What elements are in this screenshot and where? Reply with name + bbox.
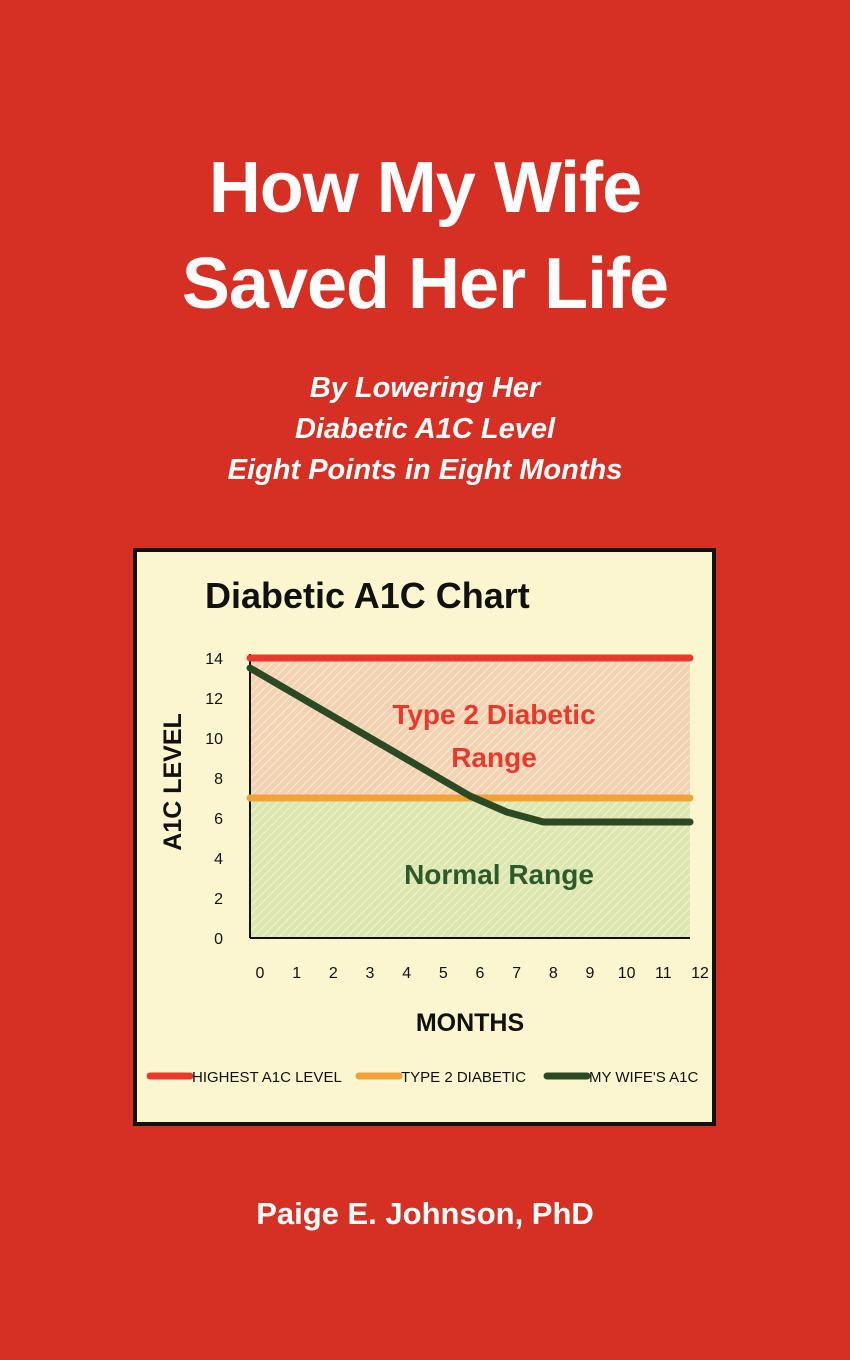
x-tick-label: 3 [366, 965, 375, 982]
x-tick-label: 4 [402, 965, 411, 982]
region-label-type2-line-1: Type 2 Diabetic [392, 699, 595, 730]
y-tick-label: 4 [214, 851, 223, 868]
subtitle-line-1: By Lowering Her [309, 372, 541, 404]
region-label-normal: Normal Range [404, 859, 594, 890]
x-tick-label: 12 [691, 965, 709, 982]
y-axis-label: A1C LEVEL [159, 713, 187, 851]
subtitle-line-2: Diabetic A1C Level [294, 413, 556, 445]
y-tick-label: 6 [214, 811, 223, 828]
x-tick-label: 0 [256, 965, 265, 982]
author-name: Paige E. Johnson, PhD [256, 1196, 594, 1231]
x-tick-label: 8 [549, 965, 558, 982]
region-label-type2-line-2: Range [451, 742, 537, 773]
y-tick-label: 10 [205, 731, 223, 748]
book-subtitle: By Lowering Her Diabetic A1C Level Eight… [0, 368, 850, 491]
title-line-1: How My Wife [208, 148, 642, 228]
legend-label-0: HIGHEST A1C LEVEL [192, 1069, 342, 1086]
x-tick-label: 11 [655, 965, 672, 982]
x-tick-label: 2 [329, 965, 338, 982]
book-title: How My Wife Saved Her Life [0, 140, 850, 332]
chart-title: Diabetic A1C Chart [205, 575, 530, 616]
x-tick-label: 9 [586, 965, 595, 982]
y-tick-label: 14 [205, 651, 223, 668]
y-tick-label: 2 [214, 891, 223, 908]
y-tick-label: 8 [214, 771, 223, 788]
subtitle-line-3: Eight Points in Eight Months [227, 454, 623, 486]
x-tick-label: 5 [439, 965, 448, 982]
y-tick-label: 0 [214, 931, 223, 948]
x-axis-label: MONTHS [416, 1009, 524, 1037]
legend-label-2: MY WIFE'S A1C [589, 1069, 698, 1086]
x-tick-label: 6 [476, 965, 485, 982]
series-line-2 [246, 664, 694, 826]
a1c-chart: Diabetic A1C Chart 0 2 4 6 8 10 12 14 0 1 2 3 4 5 6 7 8 9 1… [133, 548, 716, 1126]
legend-label-1: TYPE 2 DIABETIC [401, 1069, 526, 1086]
x-tick-label: 7 [512, 965, 521, 982]
region-band-0 [250, 658, 690, 798]
title-line-2: Saved Her Life [181, 244, 669, 324]
y-tick-label: 12 [205, 691, 223, 708]
x-tick-label: 10 [618, 965, 636, 982]
x-tick-label: 1 [292, 965, 301, 982]
